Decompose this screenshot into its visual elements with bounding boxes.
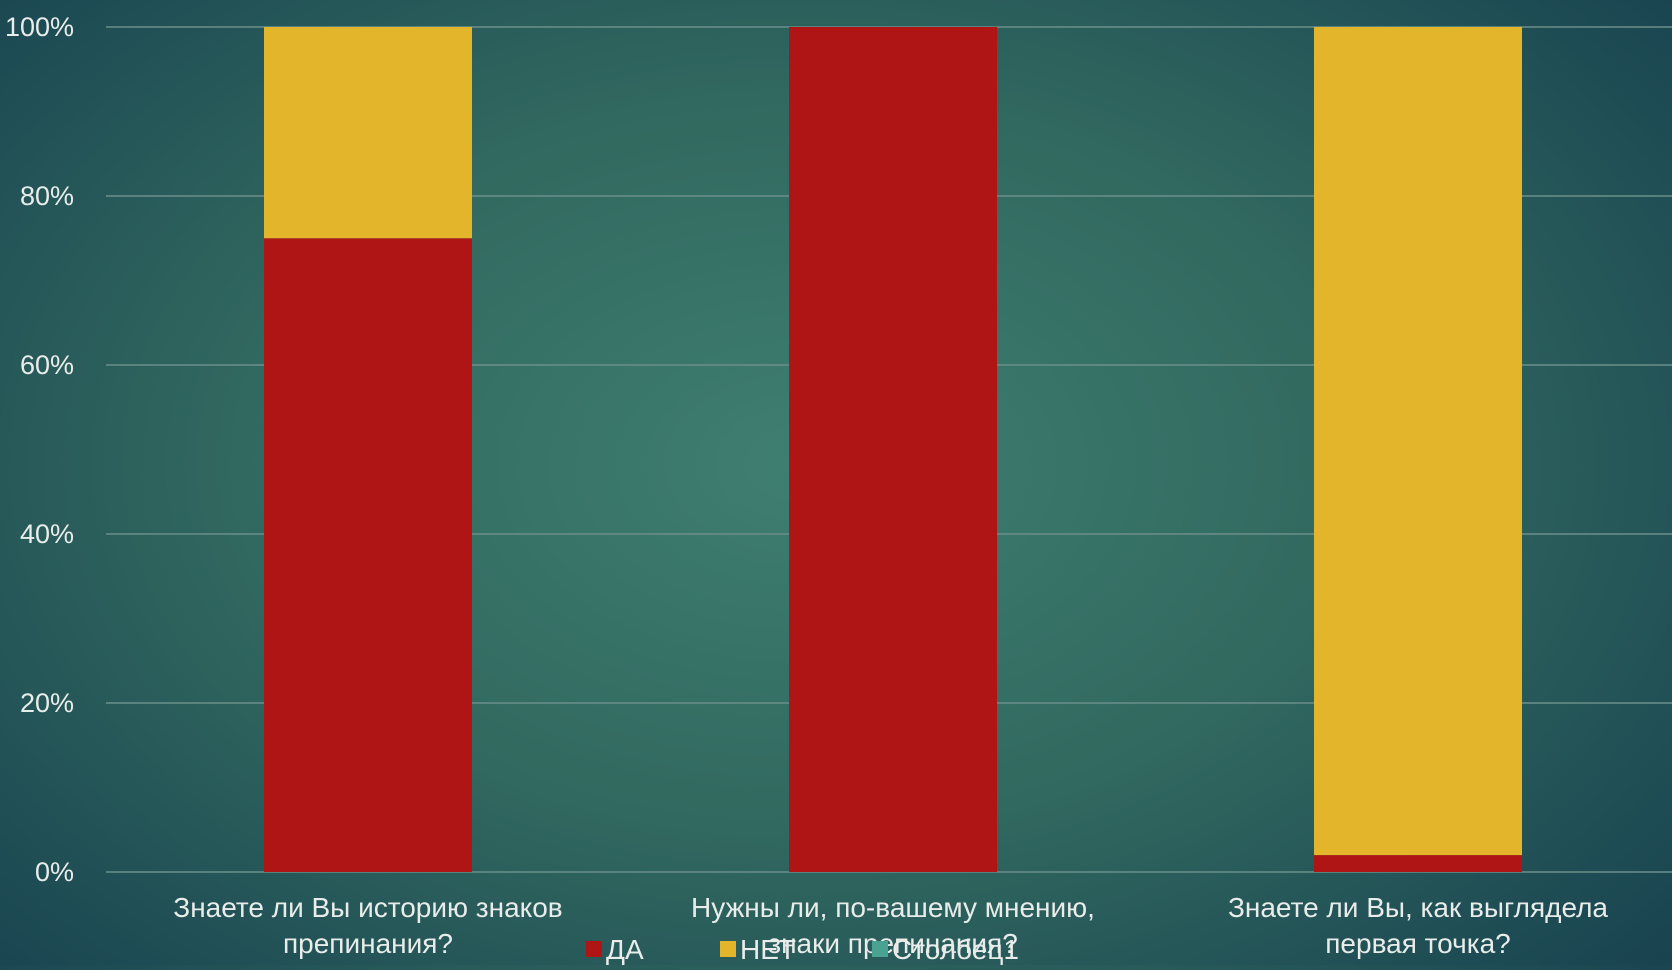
x-tick-label: Знаете ли Вы историю знаков препинания? xyxy=(173,892,562,959)
y-tick-label: 80% xyxy=(20,181,74,211)
x-axis-labels: Знаете ли Вы историю знаков препинания? Ну… xyxy=(173,892,1608,959)
bar-segment-НЕТ xyxy=(264,27,472,239)
legend-swatch xyxy=(720,941,736,957)
legend-label: НЕТ xyxy=(740,934,796,965)
bars xyxy=(264,27,1522,872)
x-tick-label-line: первая точка? xyxy=(1325,928,1510,959)
bar-segment-ДА xyxy=(1314,855,1522,872)
bar-segment-НЕТ xyxy=(1314,27,1522,856)
x-tick-label-line: Знаете ли Вы, как выглядела xyxy=(1228,892,1608,923)
y-axis-ticks: 0% 20% 40% 60% 80% 100% xyxy=(5,12,74,887)
x-tick-label-line: препинания? xyxy=(283,928,453,959)
y-tick-label: 20% xyxy=(20,688,74,718)
y-tick-label: 60% xyxy=(20,350,74,380)
x-tick-label-line: Нужны ли, по-вашему мнению, xyxy=(691,892,1095,923)
legend-swatch xyxy=(872,941,888,957)
x-tick-label-line: знаки препинания? xyxy=(768,928,1018,959)
bar-segment-ДА xyxy=(789,27,997,872)
x-tick-label: Нужны ли, по-вашему мнению, знаки препина… xyxy=(691,892,1095,959)
x-tick-label: Знаете ли Вы, как выглядела первая точка? xyxy=(1228,892,1608,959)
legend-label: Столбец1 xyxy=(892,934,1019,965)
y-tick-label: 100% xyxy=(5,12,74,42)
legend-swatch xyxy=(586,941,602,957)
y-tick-label: 0% xyxy=(35,857,74,887)
legend-label: ДА xyxy=(606,934,644,965)
bar-segment-ДА xyxy=(264,238,472,872)
legend: ДА НЕТ Столбец1 xyxy=(586,934,1019,965)
x-tick-label-line: Знаете ли Вы историю знаков xyxy=(173,892,562,923)
y-tick-label: 40% xyxy=(20,519,74,549)
